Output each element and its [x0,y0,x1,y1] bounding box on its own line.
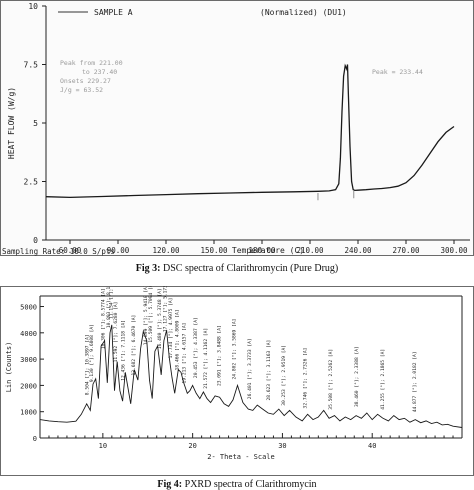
pxrd-peak-label: 13.682 [°]; 6.4670 [A] [131,315,137,376]
pxrd-y-tick-label: 1000 [20,409,37,417]
dsc-x-tick-label: 120.00 [152,246,180,255]
dsc-y-tick-label: 7.5 [24,61,39,70]
dsc-frame [0,0,474,256]
pxrd-y-tick-label: 4000 [20,330,37,338]
dsc-chart-panel: 0 2.5 5 7.5 10 60.00 90.00 120.00 150.00 180.00 21… [0,0,474,256]
pxrd-peak-label: 35.508 [°]; 2.5262 [A] [328,349,334,410]
pxrd-peak-label: 23.091 [°]; 3.8488 [A] [217,325,223,386]
dsc-annotation: J/g = 63.52 [60,86,103,94]
dsc-y-tick-label: 10 [28,2,38,11]
pxrd-peak-label: 9.130 [°]; 9.6808 [A] [89,324,95,382]
dsc-x-tick-label: 180.00 [248,246,276,255]
pxrd-peak-label: 32.746 [°]; 2.7326 [A] [303,348,309,409]
pxrd-chart: 0 1000 2000 3000 4000 5000 10 20 30 40 2- Theta - … [0,258,474,476]
pxrd-peak-label: 44.877 [°]; 2.0182 [A] [412,351,418,412]
pxrd-peak-label: 24.802 [°]; 3.5869 [A] [232,319,238,380]
dsc-header-left: SAMPLE A [94,8,133,17]
dsc-x-tick-label: 300.00 [440,246,468,255]
fig4-caption: Fig 4: PXRD spectra of Clarithromycin [0,479,474,490]
pxrd-peak-label: 19.213 [°]; 4.6157 [A] [182,323,188,384]
dsc-x-tick-label: 90.00 [107,246,130,255]
dsc-annotation: Onsets 229.27 [60,77,111,85]
dsc-x-tick-label: 150.00 [200,246,228,255]
pxrd-y-tick-label: 2000 [20,382,37,390]
dsc-marker-right: | [352,191,356,199]
dsc-y-tick-label: 0 [33,236,38,245]
pxrd-peak-label: 21.572 [°]; 4.1162 [A] [203,328,209,389]
pxrd-series-line [39,324,463,428]
fig3-caption-label: Fig 3: [135,263,161,274]
dsc-peak-annotation: Peak = 233.44 [372,68,423,76]
pxrd-peak-label: 41.255 [°]; 2.1865 [A] [380,349,386,410]
pxrd-x-tick-label: 40 [368,442,376,450]
dsc-y-tick-label: 2.5 [24,178,39,187]
dsc-annotation: Peak from 221.00 [60,59,123,67]
pxrd-peak-label: 38.460 [°]; 2.3388 [A] [354,346,360,407]
pxrd-y-tick-label: 5000 [20,304,37,312]
fig3-caption: Fig 3: DSC spectra of Clarithromycin (Pu… [0,263,474,274]
fig3-caption-text: DSC spectra of Clarithromycin (Pure Drug… [162,263,339,274]
dsc-y-axis-label: HEAT FLOW (W/g) [7,87,16,159]
pxrd-peak-label: 26.401 [°]; 3.3733 [A] [247,338,253,399]
pxrd-peak-label: 17.734 [°]; 4.9975 [A] [168,298,174,359]
dsc-footer-text: Sampling Rate: 10.0 S/pts [2,247,115,256]
pxrd-peak-label: 11.592 [°]; 7.6280 [A] [113,302,119,363]
pxrd-peak-label: 14.899 [°]; 5.9410 [A] [143,286,149,345]
pxrd-peak-label: 8.504 [°]; 10.3897 [A] [85,334,91,395]
pxrd-x-tick-label: 30 [278,442,286,450]
pxrd-peak-label: 11.134 [°]; 7.9403 [A] [109,286,115,319]
dsc-marker-left: | [316,192,320,200]
dsc-y-tick-label: 5 [33,119,38,128]
pxrd-peak-label: 18.466 [°]; 4.8009 [A] [174,309,180,370]
pxrd-peak-label: 16.480 [°]; 5.3748 [A] [157,288,163,349]
pxrd-frame [0,286,474,476]
dsc-x-tick-label: 240.00 [344,246,372,255]
pxrd-peak-label: 17.127 [°]; 5.1730 [A] [163,286,169,332]
dsc-header-right: (Normalized) (DU1) [260,8,347,17]
pxrd-peak-label: 28.623 [°]; 3.1163 [A] [266,340,272,401]
pxrd-chart-panel: 0 1000 2000 3000 4000 5000 10 20 30 40 2- Theta - … [0,258,474,476]
pxrd-y-axis-label: Lin (Counts) [5,342,13,393]
pxrd-y-tick-label: 3000 [20,356,37,364]
fig4-caption-label: Fig 4: [157,479,183,490]
dsc-annotation: to 237.40 [82,68,117,76]
pxrd-peak-label: 10.306 [°]; 8.5774 [A] [101,288,107,349]
pxrd-y-tick-label: 0 [33,435,37,443]
dsc-series-line [45,63,455,199]
pxrd-x-tick-label: 10 [99,442,107,450]
pxrd-x-tick-label: 20 [188,442,196,450]
pxrd-x-axis-label: 2- Theta - Scale [207,453,274,461]
pxrd-peak-label: 20.453 [°]; 4.3387 [A] [193,317,199,378]
pxrd-peak-label: 15.509 [°]; 5.7094 [A] [148,286,154,343]
dsc-x-tick-label: 60.00 [59,246,82,255]
dsc-chart: 0 2.5 5 7.5 10 60.00 90.00 120.00 150.00 180.00 21… [0,0,474,256]
pxrd-peak-label: 12.436 [°]; 7.1118 [A] [120,320,126,381]
dsc-x-tick-label: 210.00 [296,246,324,255]
pxrd-peak-label: 10.893 [°]; 8.1156 [A] [106,286,112,328]
dsc-x-tick-label: 270.00 [392,246,420,255]
pxrd-peak-label: 30.253 [°]; 2.9519 [A] [281,345,287,406]
fig4-caption-text: PXRD spectra of Clarithromycin [184,479,317,490]
dsc-x-axis-label: Temperature (C) [232,246,304,255]
